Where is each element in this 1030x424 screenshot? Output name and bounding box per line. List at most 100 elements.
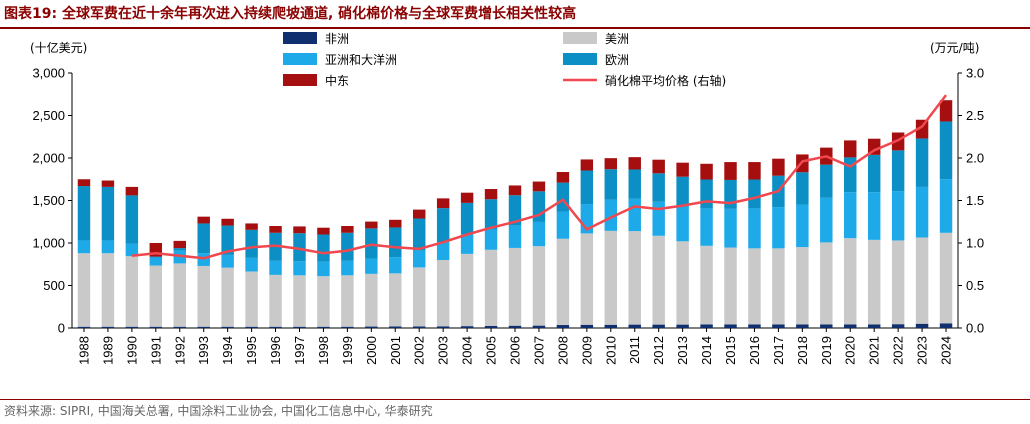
bar-middle_east-2012 (652, 159, 665, 174)
bar-asia_oceania-1999 (341, 260, 354, 276)
x-tick-label: 1994 (220, 336, 235, 365)
legend-swatch-2 (283, 53, 317, 65)
y-tick-label: 1,500 (32, 193, 65, 208)
bar-middle_east-1995 (245, 223, 258, 230)
x-tick-label: 2022 (891, 336, 906, 365)
bar-middle_east-1989 (101, 180, 115, 187)
bar-africa-2003 (436, 326, 450, 328)
bar-africa-2004 (460, 326, 474, 328)
bar-europe-1997 (293, 233, 306, 262)
bar-americas-2008 (556, 238, 570, 326)
bar-europe-2021 (867, 154, 881, 193)
bar-americas-1996 (269, 274, 282, 327)
bar-americas-1997 (293, 275, 306, 327)
bar-asia_oceania-2008 (556, 211, 570, 239)
bar-europe-1994 (221, 225, 234, 255)
bar-africa-2001 (389, 326, 402, 328)
x-tick-label: 1989 (100, 336, 115, 365)
y-tick-label: 1,000 (32, 236, 65, 251)
source-note: 资料来源: SIPRI, 中国海关总署, 中国涂料工业协会, 中国化工信息中心,… (4, 404, 433, 418)
bar-africa-2011 (628, 324, 641, 328)
bar-asia_oceania-1995 (245, 257, 258, 272)
bar-americas-1994 (221, 267, 234, 327)
legend-swatch-1 (563, 32, 597, 44)
bar-europe-2012 (652, 173, 665, 202)
bar-americas-2020 (844, 238, 857, 325)
y2-axis-unit: (万元/吨) (930, 41, 979, 55)
x-tick-label: 2004 (460, 336, 475, 365)
bar-asia_oceania-2006 (508, 225, 522, 248)
bar-europe-2011 (628, 169, 641, 199)
bar-asia_oceania-1998 (317, 261, 330, 277)
bar-americas-2023 (915, 237, 929, 324)
footer-rule (0, 399, 1030, 400)
bar-africa-2019 (820, 324, 833, 328)
bar-middle_east-2010 (604, 158, 618, 170)
x-tick-label: 1993 (196, 336, 211, 365)
bar-middle_east-2007 (532, 181, 546, 192)
bar-africa-2024 (939, 323, 953, 328)
bar-americas-1993 (197, 265, 210, 327)
bar-asia_oceania-2013 (676, 205, 689, 242)
bar-africa-1996 (269, 326, 282, 328)
x-tick-label: 1999 (340, 336, 355, 365)
bar-europe-1991 (149, 256, 163, 258)
bar-asia_oceania-2016 (748, 208, 761, 249)
bar-asia_oceania-2015 (724, 208, 737, 248)
bar-africa-2022 (891, 324, 905, 328)
bar-africa-2008 (556, 325, 570, 328)
x-tick-label: 2013 (675, 336, 690, 365)
y2-tick-label: 1.5 (966, 193, 984, 208)
y2-tick-label: 3.0 (966, 66, 984, 81)
bar-americas-1992 (173, 263, 186, 327)
bar-americas-2014 (700, 245, 713, 325)
bar-asia_oceania-2007 (532, 221, 546, 247)
bar-europe-2024 (939, 121, 953, 180)
x-tick-label: 2015 (723, 336, 738, 365)
x-tick-label: 2019 (819, 336, 834, 365)
legend-label-2: 亚洲和大洋洲 (325, 52, 397, 67)
bar-europe-2013 (676, 176, 689, 206)
bar-africa-2007 (532, 325, 546, 328)
bar-americas-2000 (365, 273, 378, 327)
title-rule (0, 27, 1030, 29)
y-tick-label: 2,500 (32, 108, 65, 123)
bar-europe-2023 (915, 138, 929, 187)
figure-label: 图表19: (4, 6, 58, 22)
bar-asia_oceania-1990 (125, 243, 139, 257)
bar-middle_east-2011 (628, 157, 641, 170)
bar-europe-2006 (508, 195, 522, 226)
bar-africa-2010 (604, 324, 618, 328)
bar-middle_east-1990 (125, 186, 139, 196)
bar-africa-2020 (844, 324, 857, 328)
legend-label-1: 美洲 (605, 32, 629, 46)
bar-middle_east-2003 (436, 198, 450, 209)
x-tick-label: 1997 (292, 336, 307, 365)
bar-asia_oceania-2000 (365, 258, 378, 274)
bar-asia_oceania-2010 (604, 199, 618, 231)
y2-tick-label: 2.0 (966, 151, 984, 166)
bar-middle_east-2000 (365, 221, 378, 229)
bar-europe-1990 (125, 195, 139, 244)
bar-americas-2011 (628, 231, 641, 325)
x-tick-label: 2006 (508, 336, 523, 365)
y2-tick-label: 0.0 (966, 321, 984, 336)
bar-asia_oceania-1996 (269, 260, 282, 275)
bar-americas-1990 (125, 256, 139, 327)
bar-africa-1991 (149, 326, 163, 328)
bar-middle_east-2020 (844, 140, 857, 158)
bar-middle_east-2013 (676, 162, 689, 177)
bar-europe-1992 (173, 248, 186, 251)
bar-asia_oceania-1991 (149, 257, 163, 266)
bar-africa-1989 (101, 326, 115, 328)
bar-europe-2022 (891, 150, 905, 192)
bar-europe-1989 (101, 186, 115, 241)
bar-africa-2014 (700, 324, 713, 328)
x-tick-label: 2023 (915, 336, 930, 365)
bar-africa-2012 (652, 324, 665, 328)
bar-americas-2018 (796, 247, 809, 325)
bar-asia_oceania-2023 (915, 186, 929, 238)
bar-middle_east-1993 (197, 216, 210, 224)
price-line (131, 94, 947, 260)
